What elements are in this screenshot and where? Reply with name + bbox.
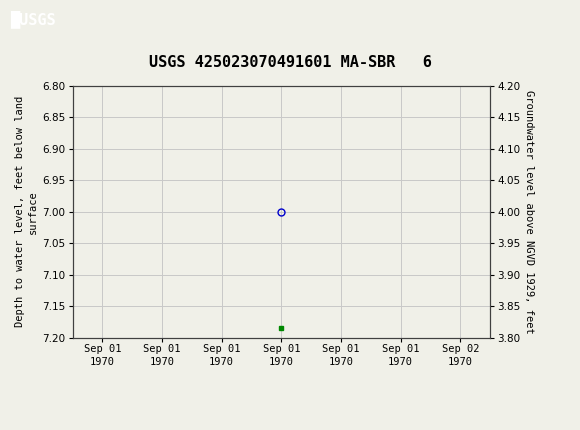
Text: USGS 425023070491601 MA-SBR   6: USGS 425023070491601 MA-SBR 6: [148, 55, 432, 70]
Legend: Period of approved data: Period of approved data: [178, 425, 385, 430]
Y-axis label: Groundwater level above NGVD 1929, feet: Groundwater level above NGVD 1929, feet: [524, 90, 534, 334]
Text: █USGS: █USGS: [10, 10, 56, 28]
Y-axis label: Depth to water level, feet below land
surface: Depth to water level, feet below land su…: [15, 96, 38, 327]
